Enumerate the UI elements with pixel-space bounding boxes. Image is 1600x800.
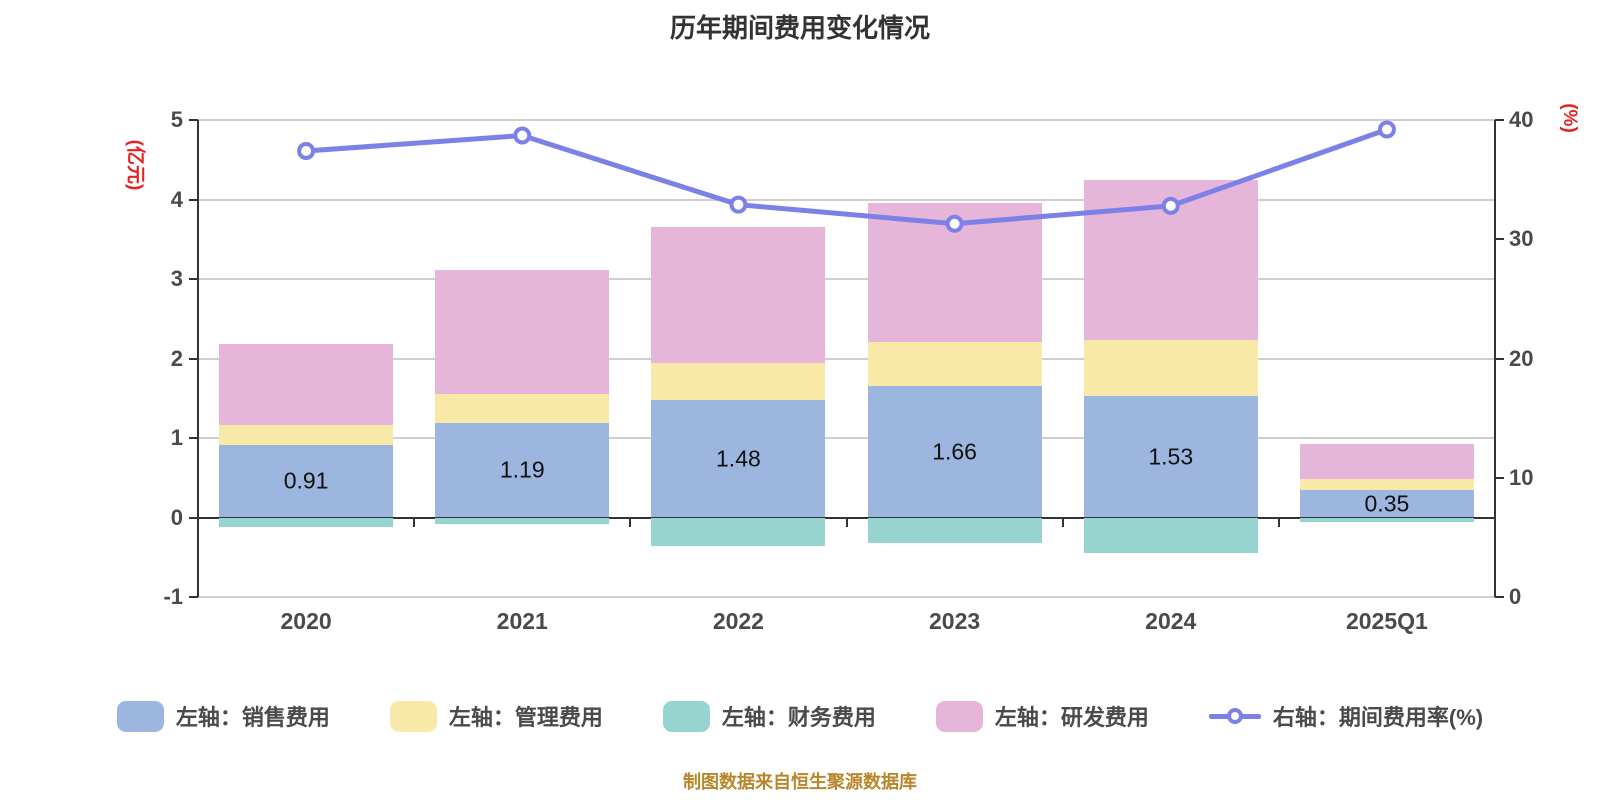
rate-line-point[interactable] (945, 214, 964, 233)
right-axis-tick (1495, 596, 1504, 598)
bar-segment[interactable] (1299, 444, 1474, 480)
legend-item-1[interactable]: 左轴：管理费用 (389, 700, 603, 732)
legend-item-4[interactable]: 右轴：期间费用率(%) (1208, 700, 1484, 732)
x-axis-label: 2024 (1145, 608, 1197, 634)
x-axis-label: 2021 (496, 608, 548, 634)
x-axis-tick (629, 517, 632, 527)
bar-segment[interactable] (219, 517, 394, 528)
bar-segment[interactable] (1299, 517, 1474, 523)
source-note: 制图数据来自恒生聚源数据库 (683, 772, 917, 792)
bar-segment[interactable] (219, 344, 394, 426)
x-axis-label: 2020 (280, 608, 332, 634)
bar-segment[interactable] (1299, 489, 1474, 518)
right-axis-tick (1495, 357, 1504, 360)
left-axis-tick (189, 596, 198, 598)
rate-line-point[interactable] (729, 195, 748, 214)
x-axis-tick (1061, 517, 1064, 527)
bar-segment[interactable] (1299, 479, 1474, 490)
rate-line-point[interactable] (297, 142, 316, 161)
bar-segment[interactable] (651, 517, 826, 547)
legend-label: 左轴：管理费用 (448, 705, 603, 730)
bar-segment[interactable] (1083, 340, 1258, 396)
legend-swatch-icon (116, 700, 164, 732)
y-axis-label-left: 4 (170, 186, 183, 212)
bar-segment[interactable] (867, 517, 1042, 543)
rate-line-point[interactable] (1377, 120, 1396, 139)
y-axis-label-right: 40 (1509, 107, 1534, 132)
bar-segment[interactable] (651, 363, 826, 400)
left-axis-line (197, 120, 199, 597)
rate-line (305, 127, 1388, 227)
x-axis-tick (197, 517, 199, 527)
bar-segment[interactable] (867, 341, 1042, 386)
y-axis-label-right: 10 (1509, 464, 1534, 490)
bar-segment[interactable] (1083, 517, 1258, 554)
bar-segment[interactable] (1083, 395, 1258, 518)
bar-segment[interactable] (219, 445, 394, 518)
y-axis-label-left: 0 (170, 504, 183, 530)
legend-item-3[interactable]: 左轴：研发费用 (935, 700, 1149, 732)
bar-value-label: 1.48 (716, 445, 761, 472)
y-axis-label-left: 2 (170, 345, 183, 371)
x-axis-label: 2022 (712, 608, 764, 634)
legend: 左轴：销售费用 左轴：管理费用 左轴：财务费用 左轴：研发费用 右轴：期间费用率(%) (0, 700, 1600, 732)
right-axis-tick (1495, 238, 1504, 241)
y-axis-label-left: 3 (170, 266, 183, 291)
y-axis-label-right: 20 (1509, 345, 1534, 371)
x-axis-tick (1494, 517, 1496, 527)
legend-line-marker-icon (1208, 701, 1261, 732)
y-axis-label-left: 1 (170, 425, 183, 450)
x-axis-tick (413, 517, 416, 527)
y-axis-label-left: 5 (170, 107, 183, 132)
bar-segment[interactable] (435, 270, 610, 395)
legend-label: 左轴：研发费用 (994, 705, 1149, 730)
bar-segment[interactable] (651, 399, 826, 518)
right-axis-tick (1495, 119, 1504, 121)
bar-segment[interactable] (435, 422, 610, 518)
bar-value-label: 1.66 (932, 438, 977, 464)
bar-segment[interactable] (867, 385, 1042, 518)
bar-value-label: 0.35 (1364, 490, 1410, 517)
bar-value-label: 1.53 (1148, 443, 1194, 470)
legend-item-0[interactable]: 左轴：销售费用 (116, 700, 330, 732)
gridline (198, 357, 1495, 360)
x-axis-label: 2025Q1 (1345, 608, 1428, 634)
x-axis-tick (845, 517, 848, 527)
y-axis-label-left: -1 (163, 584, 183, 609)
legend-swatch-icon (389, 700, 437, 732)
bar-value-label: 0.91 (283, 467, 329, 494)
left-axis-tick (189, 437, 198, 439)
x-axis-tick (1277, 517, 1280, 527)
left-axis-tick (189, 119, 198, 121)
legend-label: 右轴：期间费用率(%) (1272, 705, 1484, 730)
legend-swatch-icon (935, 700, 983, 732)
left-axis-tick (189, 516, 198, 519)
y-axis-label-right: 0 (1509, 584, 1522, 609)
legend-swatch-icon (662, 700, 710, 732)
gridline (198, 596, 1495, 598)
legend-item-2[interactable]: 左轴：财务费用 (662, 700, 876, 732)
left-axis-tick (189, 357, 198, 360)
y-axis-label-right: 30 (1509, 226, 1534, 252)
legend-label: 左轴：财务费用 (721, 705, 876, 730)
bar-value-label: 1.19 (499, 456, 545, 483)
rate-line-point[interactable] (513, 126, 532, 145)
left-axis-tick (189, 278, 198, 280)
bar-segment[interactable] (435, 394, 610, 423)
bar-segment[interactable] (435, 517, 610, 524)
gridline (198, 278, 1495, 280)
right-axis-tick (1495, 476, 1504, 479)
x-axis-label: 2023 (928, 608, 981, 634)
gridline (198, 437, 1495, 439)
bar-segment[interactable] (219, 425, 394, 446)
bar-segment[interactable] (651, 227, 826, 364)
legend-label: 左轴：销售费用 (175, 705, 330, 730)
chart-title: 历年期间费用变化情况 (669, 13, 930, 43)
gridline (198, 198, 1495, 201)
left-axis-tick (189, 198, 198, 201)
gridline (198, 119, 1495, 121)
rate-line-point[interactable] (1161, 196, 1180, 215)
